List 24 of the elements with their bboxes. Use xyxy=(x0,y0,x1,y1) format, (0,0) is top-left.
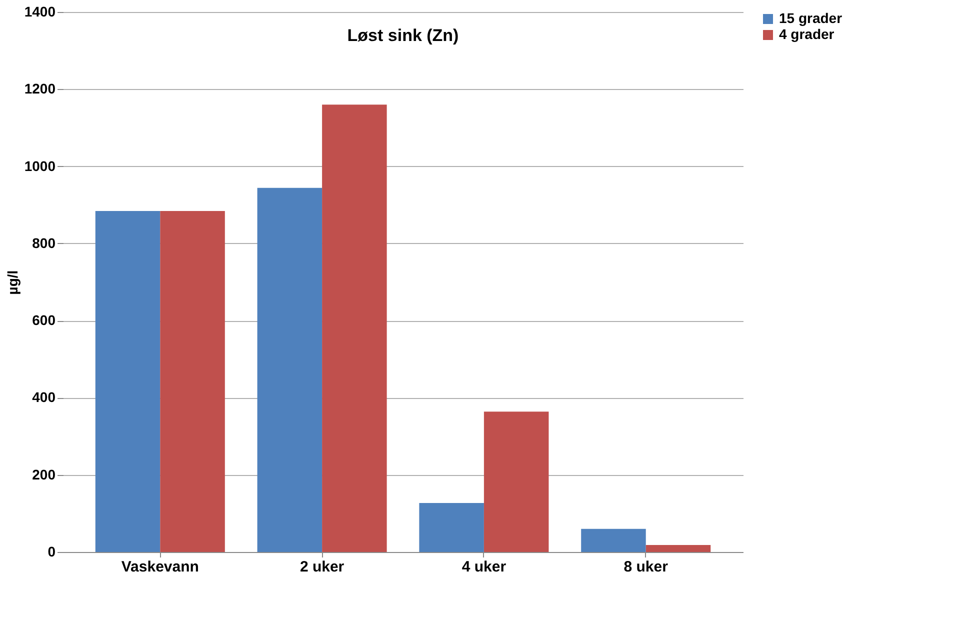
bar xyxy=(257,188,322,552)
bar xyxy=(322,104,387,552)
x-tick-label: Vaskevann xyxy=(121,558,199,576)
x-tick-label: 2 uker xyxy=(300,558,344,576)
bar xyxy=(484,412,549,552)
y-tick-label: 200 xyxy=(32,466,56,482)
y-axis-title: µg/l xyxy=(4,270,20,295)
legend-label: 15 grader xyxy=(779,10,843,26)
y-tick-label: 1200 xyxy=(24,80,56,97)
bar xyxy=(646,545,711,552)
bar xyxy=(419,503,484,552)
x-tick-label: 8 uker xyxy=(624,558,668,576)
y-tick-label: 0 xyxy=(48,544,56,560)
y-tick-label: 1000 xyxy=(24,158,56,174)
text: Løst sink (Zn) xyxy=(347,26,459,45)
bar xyxy=(160,211,225,552)
legend-label: 4 grader xyxy=(779,26,835,42)
bar xyxy=(95,211,160,552)
y-tick-label: 600 xyxy=(32,312,56,328)
bar xyxy=(581,528,646,552)
y-tick-label: 400 xyxy=(32,389,56,406)
x-tick-label: 4 uker xyxy=(462,558,506,576)
y-tick-label: 1400 xyxy=(24,4,56,20)
y-tick-label: 800 xyxy=(32,234,56,251)
